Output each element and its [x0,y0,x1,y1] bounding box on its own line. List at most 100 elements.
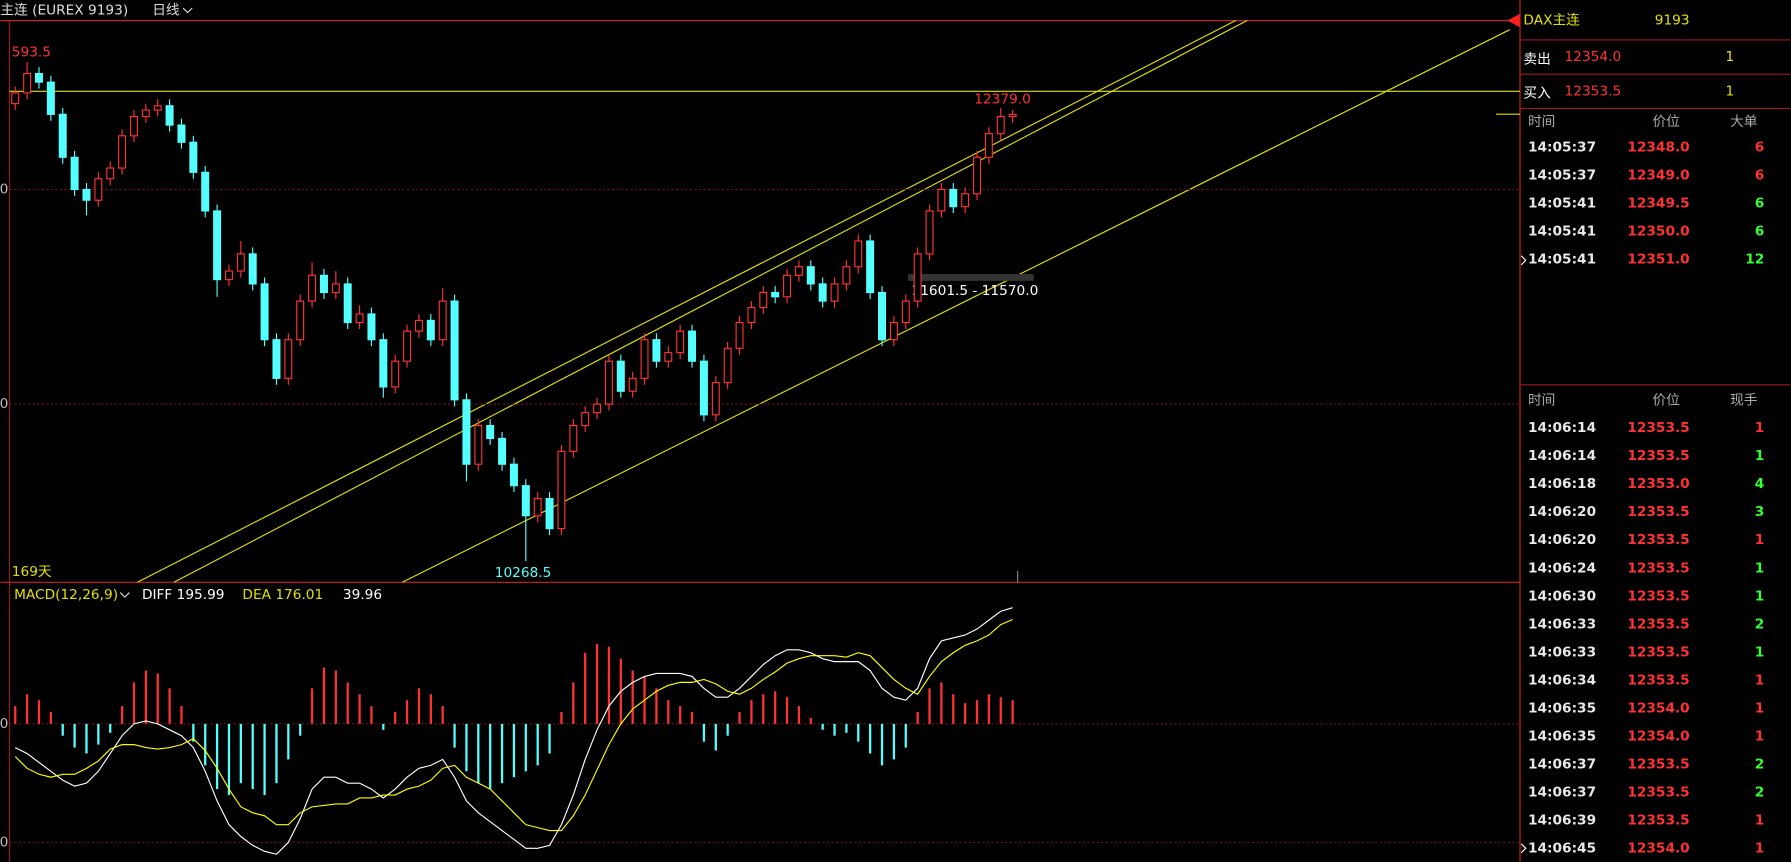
qty: 3 [1755,504,1765,520]
candle-body [201,171,210,212]
macd-line [14,619,1013,832]
qty: 12 [1745,252,1764,268]
candle-body [379,339,388,388]
channel-line [173,20,1248,583]
time: 14:06:20 [1528,532,1596,548]
price: 12353.5 [1627,588,1689,604]
candle-body [1008,113,1017,118]
period[interactable]: 日线 [152,2,180,18]
price: 12351.0 [1627,252,1689,268]
chevron[interactable] [182,7,193,14]
candle-body [794,266,803,276]
candle-body [308,274,317,302]
qty: 1 [1755,644,1765,660]
candle-body [236,253,245,272]
candle-body [889,321,898,341]
time: 14:06:18 [1528,476,1596,492]
time: 14:05:37 [1528,167,1596,183]
time: 14:06:14 [1528,448,1596,464]
price: 12353.5 [1627,616,1689,632]
qty: 1 [1755,448,1765,464]
symbol: 主连 (EUREX 9193) [0,2,128,18]
price: 12350.0 [1627,224,1689,240]
candle-body [82,188,91,201]
candle-body [141,109,150,118]
time: 14:06:35 [1528,728,1596,744]
qty: 1 [1755,813,1765,829]
price: 12354.0 [1627,728,1689,744]
candle-body [153,105,162,111]
legend-macd: 39.96 [343,587,382,603]
qty: 2 [1755,785,1765,801]
qty: 1 [1755,588,1765,604]
ask-label: 卖出 [1523,51,1550,67]
qty: 6 [1755,224,1765,240]
time: 14:06:37 [1528,756,1596,772]
candle-body [735,321,744,349]
range-bar [908,274,1034,281]
time: 14:06:35 [1528,700,1596,716]
time: 14:05:41 [1528,195,1596,211]
candle-body [925,210,934,255]
time: 14:06:37 [1528,785,1596,801]
row-pointer [1520,843,1527,854]
macd-title[interactable]: MACD(12,26,9) [14,587,118,603]
time: 14:06:24 [1528,560,1596,576]
bid-label: 买入 [1523,86,1551,102]
quote-name: DAX主连 [1523,13,1580,29]
time: 14:06:30 [1528,588,1596,604]
qty: 4 [1755,476,1765,492]
candle-body [46,81,55,115]
candle-body [593,403,602,414]
qty: 1 [1755,700,1765,716]
candle-body [616,360,625,392]
qty: 1 [1755,532,1765,548]
high-label: 593.5 [12,45,51,61]
bid-price: 12353.5 [1565,83,1622,99]
candle-body [486,425,495,440]
candle-body [984,133,993,158]
candle-body [711,382,720,416]
candle-body [414,319,423,332]
candle-body [94,178,103,201]
column-header: 价位 [1652,114,1680,130]
price: 12353.5 [1627,813,1689,829]
candle-body [23,72,32,94]
chevron[interactable] [119,592,130,598]
qty: 6 [1755,195,1765,211]
candle-body [747,306,756,324]
candle-body [509,463,518,487]
channel-line [402,29,1511,583]
candle-body [70,156,79,191]
ask-qty: 1 [1726,49,1735,65]
candle-body [771,291,780,298]
qty: 1 [1755,728,1765,744]
candle-body [260,283,269,341]
candle-body [676,330,685,354]
candle-body [474,425,483,465]
candle-body [450,300,459,401]
candle-body [165,105,174,126]
candle-body [937,188,946,212]
column-header: 现手 [1730,393,1758,409]
candle-body [521,485,530,517]
candle-body [438,300,447,341]
candle-body [961,193,970,208]
candle-body [367,313,376,341]
candle-body [973,156,982,195]
qty: 2 [1755,616,1765,632]
candle-body [533,497,542,517]
price: 12349.5 [1627,195,1689,211]
candle-body [830,283,839,302]
low-label: 10268.5 [495,565,552,581]
price: 12353.5 [1627,504,1689,520]
candle-body [842,266,851,285]
candle-body [569,425,578,452]
candle-body [319,274,328,294]
time: 14:06:33 [1528,616,1596,632]
time: 14:06:39 [1528,813,1596,829]
candle-body [129,115,138,137]
channel-line [137,20,1236,583]
